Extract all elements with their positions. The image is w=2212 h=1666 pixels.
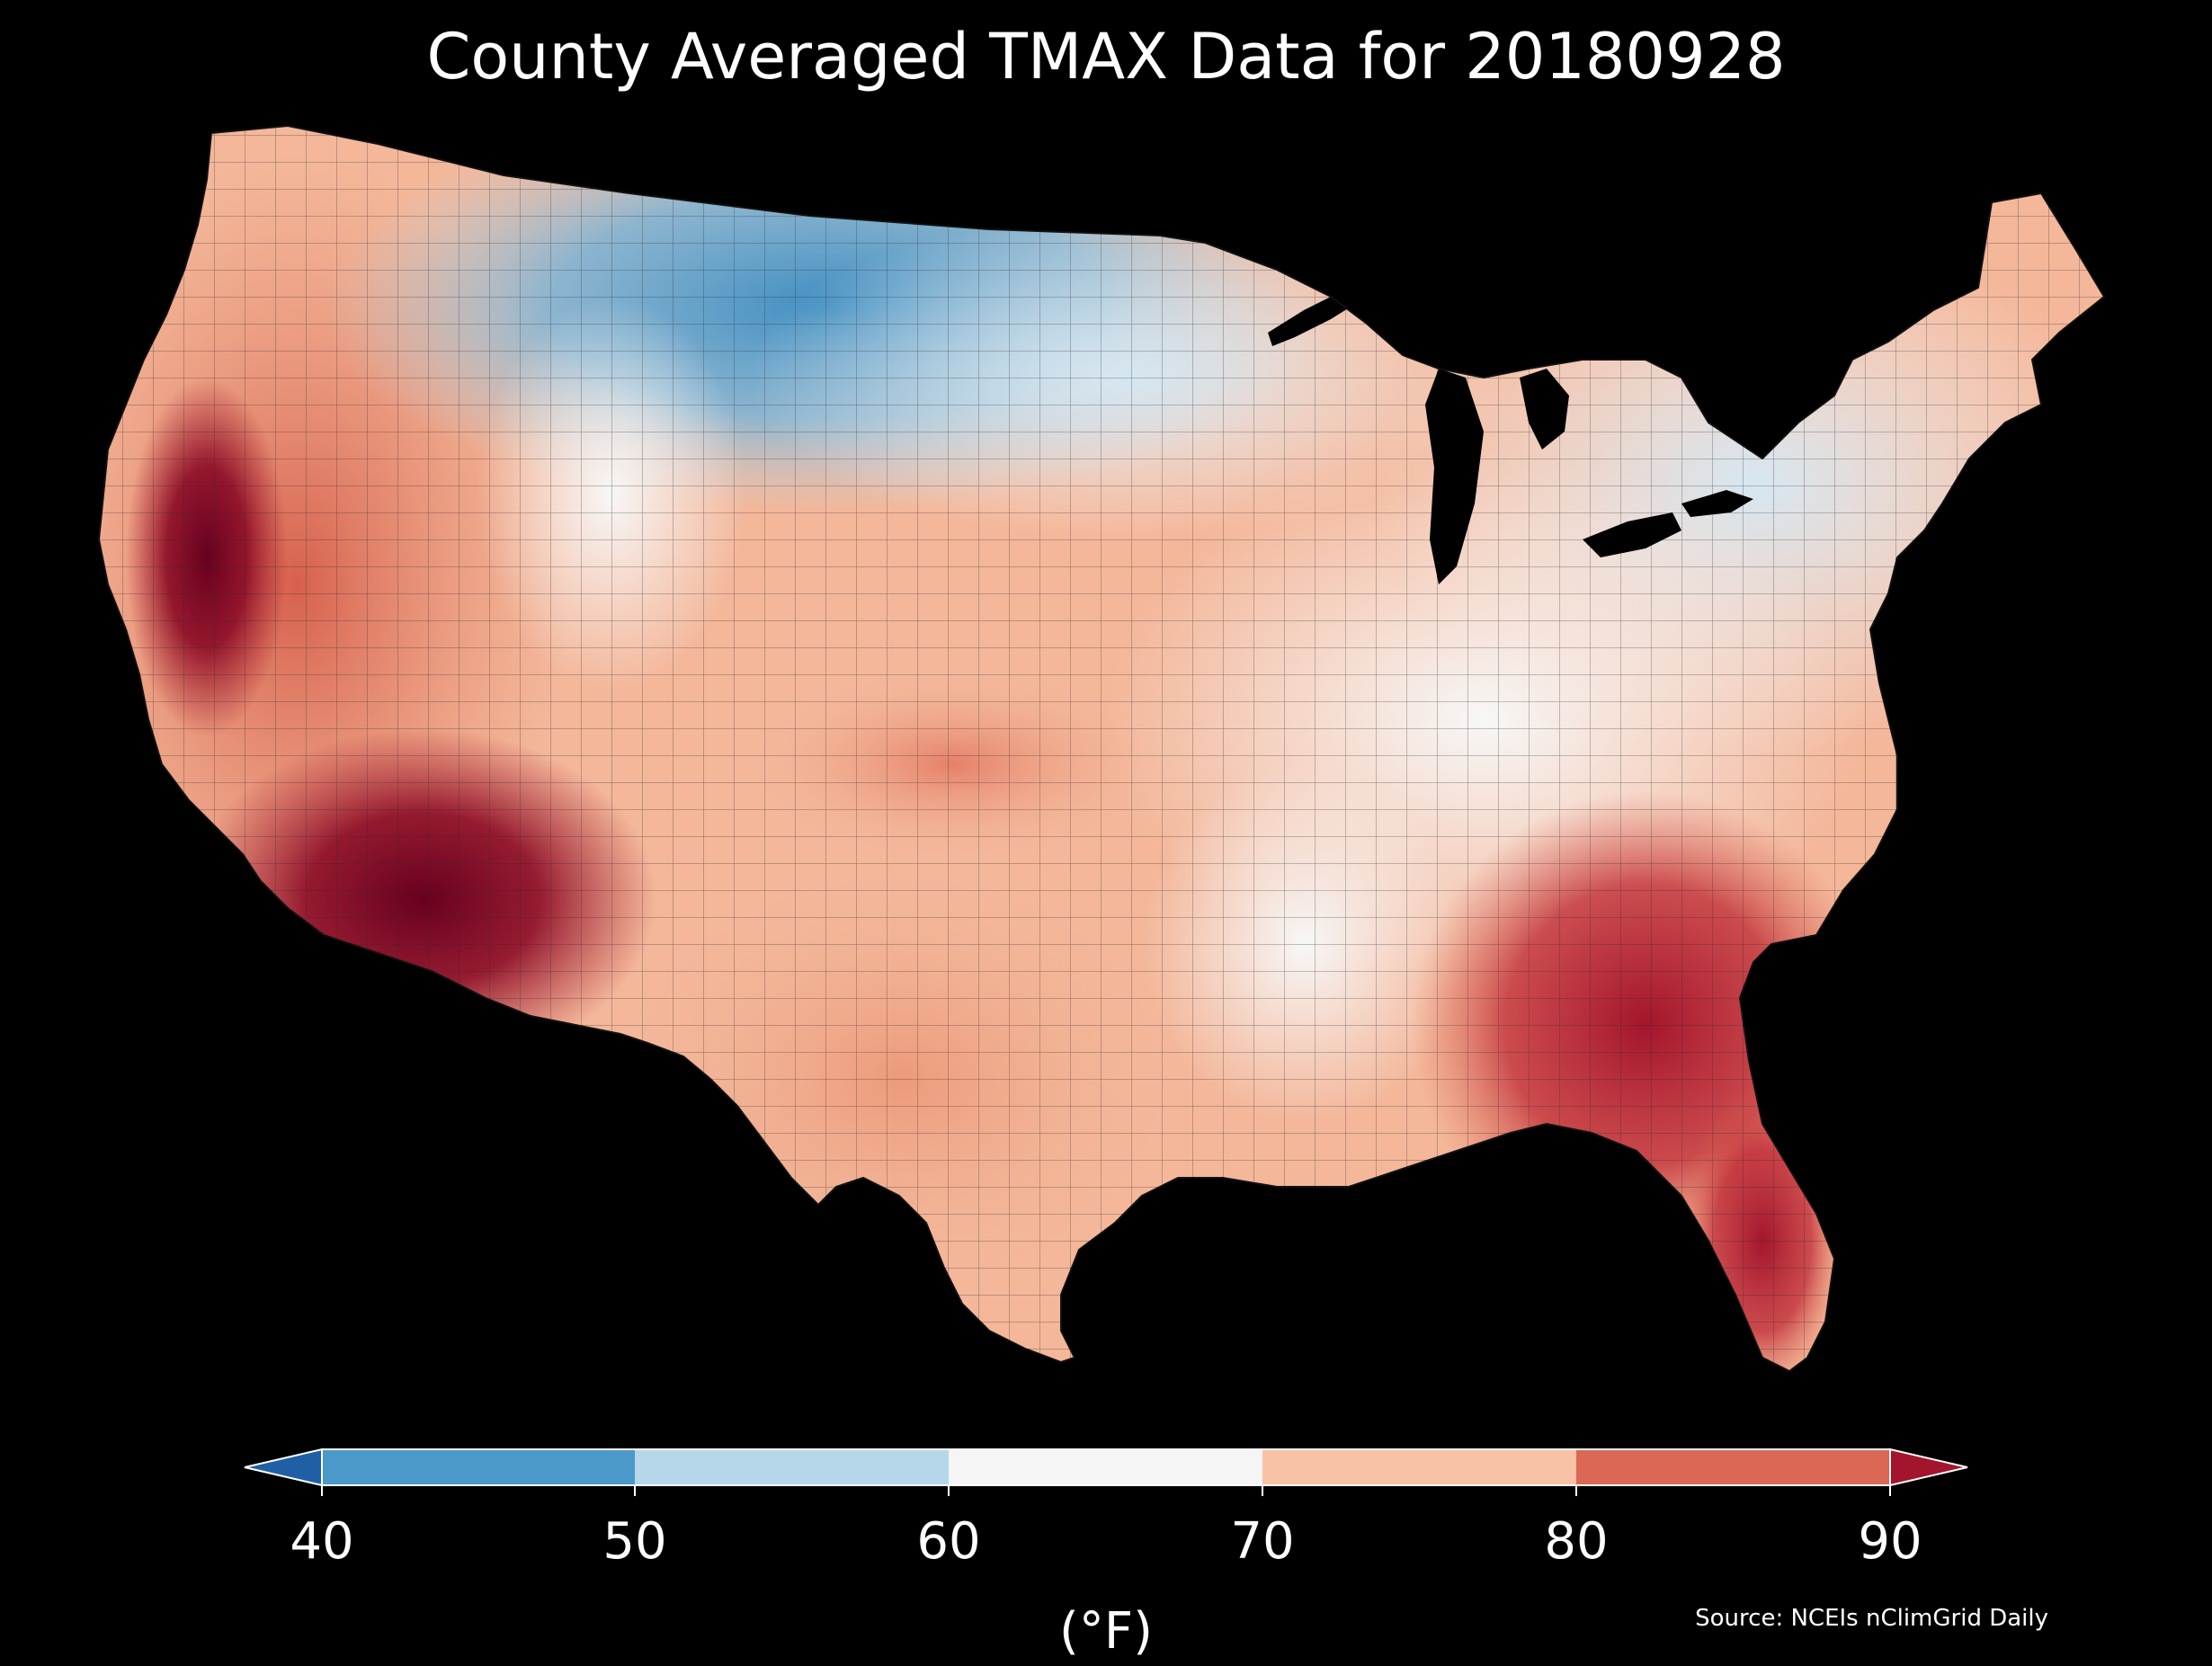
- colorbar-extend-low: [244, 1448, 323, 1487]
- colorbar-frame: [321, 1448, 1891, 1486]
- colorbar-segment-80-90: [1576, 1449, 1890, 1485]
- colorbar-segment-70-80: [1262, 1449, 1576, 1485]
- colorbar-segment-50-60: [635, 1449, 949, 1485]
- colorbar-segment-40-50: [322, 1449, 635, 1485]
- conus-outline: [97, 124, 2106, 1373]
- colorbar-segment-60-70: [949, 1449, 1262, 1485]
- colorbar-ticks: [321, 1485, 1891, 1496]
- colorbar-tick-90: 90: [1858, 1512, 1922, 1571]
- colorbar-extend-high: [1889, 1448, 1968, 1487]
- colorbar-tick-70: 70: [1230, 1512, 1295, 1571]
- colorbar-tick-60: 60: [916, 1512, 981, 1571]
- colorbar-tick-40: 40: [290, 1512, 354, 1571]
- great-lakes: [1268, 288, 1753, 584]
- colorbar-tick-50: 50: [602, 1512, 667, 1571]
- source-credit: Source: NCEIs nClimGrid Daily: [1695, 1605, 2048, 1632]
- map-title: County Averaged TMAX Data for 20180928: [426, 20, 1786, 94]
- colorbar-unit-label: (°F): [1059, 1602, 1153, 1661]
- colorbar-tick-80: 80: [1544, 1512, 1609, 1571]
